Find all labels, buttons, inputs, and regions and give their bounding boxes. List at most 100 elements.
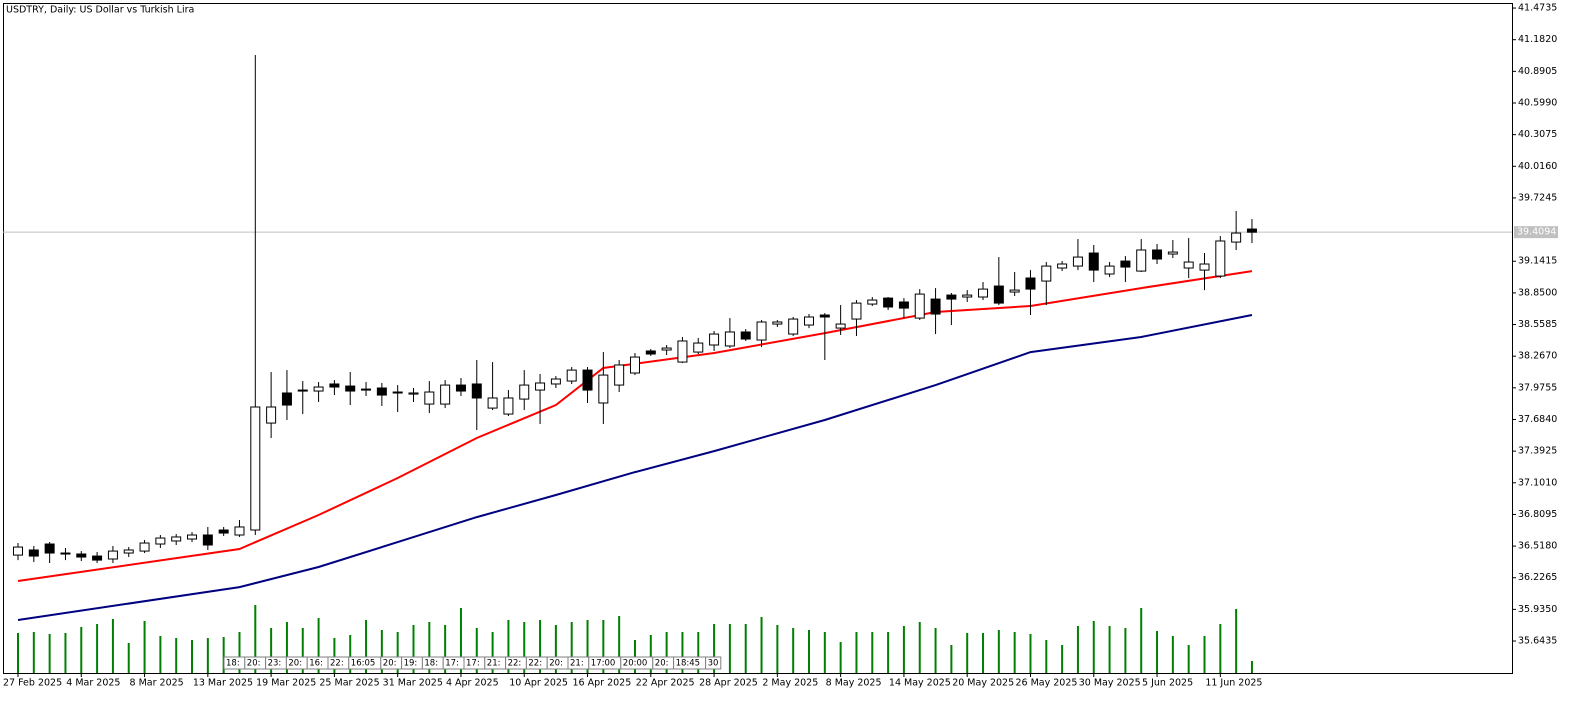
volume-bar: [1219, 624, 1222, 673]
y-tick-label: 39.1415: [1518, 256, 1557, 267]
x-tick-label: 31 Mar 2025: [383, 678, 443, 689]
candle-body: [1025, 277, 1036, 290]
candle-body: [487, 397, 498, 409]
candle-body: [471, 383, 482, 399]
volume-bar: [934, 628, 937, 673]
crosshair-label: 20:00: [623, 659, 648, 669]
volume-bar: [48, 634, 51, 673]
volume-bar: [301, 628, 304, 673]
candle-body: [1183, 261, 1194, 269]
x-tick-label: 13 Mar 2025: [193, 678, 253, 689]
volume-bar: [206, 638, 209, 673]
volume-bar: [665, 632, 668, 673]
volume-bar: [491, 632, 494, 673]
volume-bar: [1013, 632, 1016, 673]
x-tick-label: 8 May 2025: [826, 678, 882, 689]
volume-bar: [918, 622, 921, 673]
candle-body: [582, 369, 593, 391]
volume-bar: [1140, 608, 1143, 673]
crosshair-label: 18:: [424, 659, 438, 669]
candle-body: [1104, 265, 1115, 275]
crosshair-label: 22:: [528, 659, 542, 669]
volume-bar: [1156, 631, 1159, 673]
candle-body: [107, 550, 118, 560]
y-tick-label: 36.5180: [1518, 541, 1557, 552]
volume-bar: [1076, 626, 1079, 673]
volume-bar: [1029, 634, 1032, 673]
candle-body: [155, 537, 166, 545]
volume-bar: [887, 632, 890, 673]
candle-body: [376, 387, 387, 396]
candle-body: [424, 391, 435, 405]
volume-bar: [792, 628, 795, 673]
volume-bar: [950, 645, 953, 673]
volume-bar: [1235, 609, 1238, 673]
candle-body: [1246, 228, 1257, 233]
volume-bar: [760, 617, 763, 673]
candle-body: [28, 549, 39, 557]
crosshair-label: 20:: [549, 659, 563, 669]
x-tick-label: 4 Apr 2025: [446, 678, 499, 689]
crosshair-label: 22:: [508, 659, 522, 669]
candle-body: [1072, 256, 1083, 267]
candle-body: [202, 534, 213, 546]
candle-body: [629, 356, 640, 374]
volume-bar: [586, 620, 589, 673]
candle-body: [250, 406, 261, 531]
volume-bar: [776, 625, 779, 673]
x-tick-label: 10 Apr 2025: [509, 678, 568, 689]
crosshair-label: 17:: [445, 659, 459, 669]
candle-body: [392, 391, 403, 394]
y-tick-label: 40.5990: [1518, 97, 1557, 108]
y-tick-label: 36.2265: [1518, 572, 1557, 583]
candle-body: [361, 388, 372, 391]
last-price-label: 39.4094: [1517, 227, 1556, 238]
candle-body: [946, 294, 957, 300]
y-tick-label: 40.3075: [1518, 129, 1557, 140]
volume-bar: [111, 619, 114, 673]
candle-body: [598, 374, 609, 404]
volume-bar: [744, 624, 747, 673]
volume-bar: [1250, 661, 1253, 673]
candle-body: [1215, 240, 1226, 277]
y-tick-label: 38.2670: [1518, 351, 1557, 362]
volume-bar: [839, 642, 842, 673]
volume-bar: [428, 622, 431, 673]
crosshair-label: 21:: [570, 659, 584, 669]
volume-bar: [1171, 636, 1174, 673]
candle-body: [914, 293, 925, 319]
crosshair-label: 20:: [247, 659, 261, 669]
crosshair-label: 18:45: [676, 659, 701, 669]
y-tick-label: 40.8905: [1518, 66, 1557, 77]
candle-body: [1088, 252, 1099, 271]
candle-body: [1136, 249, 1147, 272]
volume-bar: [1124, 628, 1127, 673]
candle-body: [60, 552, 71, 555]
candle-body: [13, 546, 23, 556]
candle-body: [693, 342, 704, 353]
last-price-box: [1514, 226, 1558, 239]
crosshair-label: 16:: [309, 659, 323, 669]
candle-body: [1199, 263, 1210, 271]
candle-body: [740, 331, 751, 340]
crosshair-label-box: [705, 656, 722, 670]
y-tick-label: 39.7245: [1518, 192, 1557, 203]
x-tick-label: 26 May 2025: [1015, 678, 1077, 689]
volume-bar: [285, 622, 288, 673]
candle-body: [835, 323, 846, 329]
volume-bar: [127, 643, 130, 673]
candle-body: [566, 369, 577, 382]
y-tick-label: 36.8095: [1518, 509, 1557, 520]
candle-body: [503, 397, 514, 415]
volume-bar: [475, 628, 478, 673]
volume-bar: [523, 622, 526, 673]
y-tick-label: 40.0160: [1518, 161, 1557, 172]
candle-body: [519, 384, 530, 400]
x-tick-label: 16 Apr 2025: [573, 678, 632, 689]
crosshair-label: 20:: [655, 659, 669, 669]
candle-body: [1041, 265, 1052, 282]
candle-body: [297, 389, 308, 392]
volume-bar: [238, 632, 241, 673]
candle-body: [709, 333, 720, 346]
